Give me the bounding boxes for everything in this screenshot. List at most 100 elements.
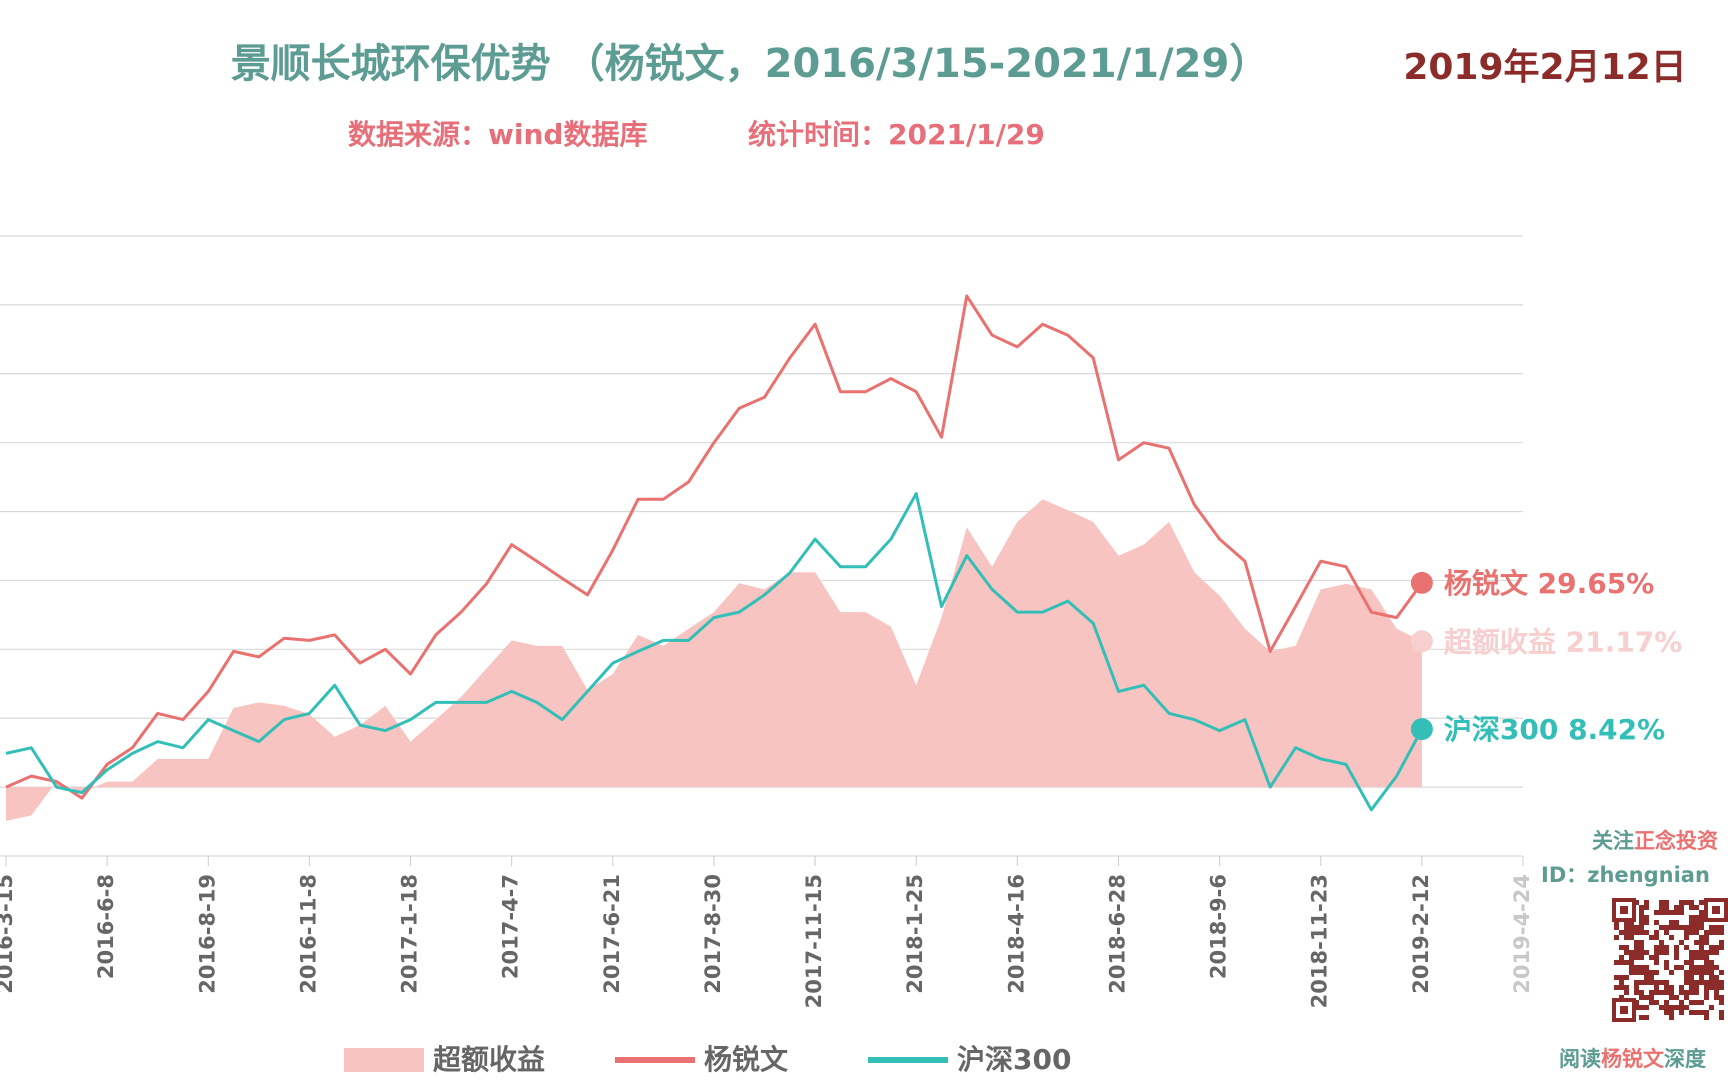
qr-cell [1639,1015,1644,1020]
qr-cell [1624,935,1629,940]
qr-cell [1634,900,1639,905]
qr-cell [1624,930,1629,935]
qr-cell [1679,925,1684,930]
qr-cell [1679,900,1684,905]
qr-cell [1689,900,1694,905]
qr-cell [1719,1000,1724,1005]
qr-cell [1694,980,1699,985]
qr-cell [1689,920,1694,925]
qr-cell [1624,950,1629,955]
end-label-value: 29.65% [1538,567,1655,600]
qr-cell [1639,945,1644,950]
qr-cell [1669,990,1674,995]
qr-cell [1719,1015,1724,1020]
qr-cell [1634,965,1639,970]
qr-cell [1629,960,1634,965]
qr-cell [1629,925,1634,930]
qr-cell [1614,935,1619,940]
qr-cell [1694,990,1699,995]
qr-cell [1624,985,1629,990]
qr-cell [1689,905,1694,910]
qr-cell [1679,1005,1684,1010]
qr-cell [1619,955,1624,960]
end-marker [1410,571,1433,594]
source: 数据来源：wind数据库 [348,118,647,151]
qr-cell [1714,975,1719,980]
qr-cell [1699,1010,1704,1015]
qr-cell [1679,985,1684,990]
qr-cell [1684,935,1689,940]
qr-cell [1689,955,1694,960]
qr-cell [1704,995,1709,1000]
qr-cell [1664,1010,1669,1015]
qr-cell [1694,905,1699,910]
qr-cell [1654,950,1659,955]
qr-cell [1679,1000,1684,1005]
qr-cell [1654,1000,1659,1005]
qr-cell [1714,985,1719,990]
qr-cell [1644,900,1649,905]
qr-cell [1634,980,1639,985]
qr-cell [1719,980,1724,985]
qr-cell [1684,925,1689,930]
qr-cell [1709,970,1714,975]
qr-cell [1654,945,1659,950]
qr-cell [1619,960,1624,965]
x-tick-label: 2017-4-7 [499,874,523,979]
qr-cell [1619,930,1624,935]
qr-cell [1639,995,1644,1000]
qr-cell [1614,920,1619,925]
qr-cell [1664,950,1669,955]
qr-cell [1639,965,1644,970]
qr-cell [1719,940,1724,945]
qr-cell [1634,985,1639,990]
end-label-name: 超额收益 [1444,625,1556,658]
qr-cell [1719,985,1724,990]
qr-cell [1644,930,1649,935]
qr-cell [1649,955,1654,960]
qr-cell [1689,990,1694,995]
qr-cell [1694,1000,1699,1005]
qr-cell [1704,950,1709,955]
qr-cell [1639,930,1644,935]
read: 阅读 [1559,1047,1601,1071]
x-tick-label: 2018-11-23 [1308,874,1332,1008]
qr-cell [1704,955,1709,960]
follow-name: 正念投资 [1634,829,1718,853]
end-label-name: 沪深300 [1444,713,1558,746]
qr-cell [1669,910,1674,915]
qr-cell [1629,920,1634,925]
qr-cell [1679,990,1684,995]
qr-cell [1659,900,1664,905]
qr-cell [1664,960,1669,965]
line [5,492,1424,812]
qr-cell [1639,990,1644,995]
qr-cell [1699,965,1704,970]
qr-cell [1719,930,1724,935]
qr-cell [1689,925,1694,930]
qr-cell [1649,1000,1654,1005]
qr-cell [1684,975,1689,980]
qr-cell [1659,910,1664,915]
qr-cell [1649,995,1654,1000]
qr-cell [1714,965,1719,970]
qr-cell [1704,930,1709,935]
qr-cell [1629,965,1634,970]
qr-cell [1669,925,1674,930]
qr-cell [1629,950,1634,955]
qr-cell [1699,955,1704,960]
qr-cell [1704,970,1709,975]
qr-cell [1654,920,1659,925]
qr-cell [1654,990,1659,995]
qr-cell [1669,1010,1674,1015]
end-label-value: 8.42% [1568,713,1665,746]
qr-cell [1649,970,1654,975]
qr-cell [1709,945,1714,950]
qr-cell [1614,925,1619,930]
qr-cell [1634,925,1639,930]
read-name: 杨锐文 [1601,1047,1665,1071]
qr-cell [1714,990,1719,995]
qr-cell [1664,905,1669,910]
follow: 关注 [1592,829,1634,853]
qr-cell [1714,980,1719,985]
